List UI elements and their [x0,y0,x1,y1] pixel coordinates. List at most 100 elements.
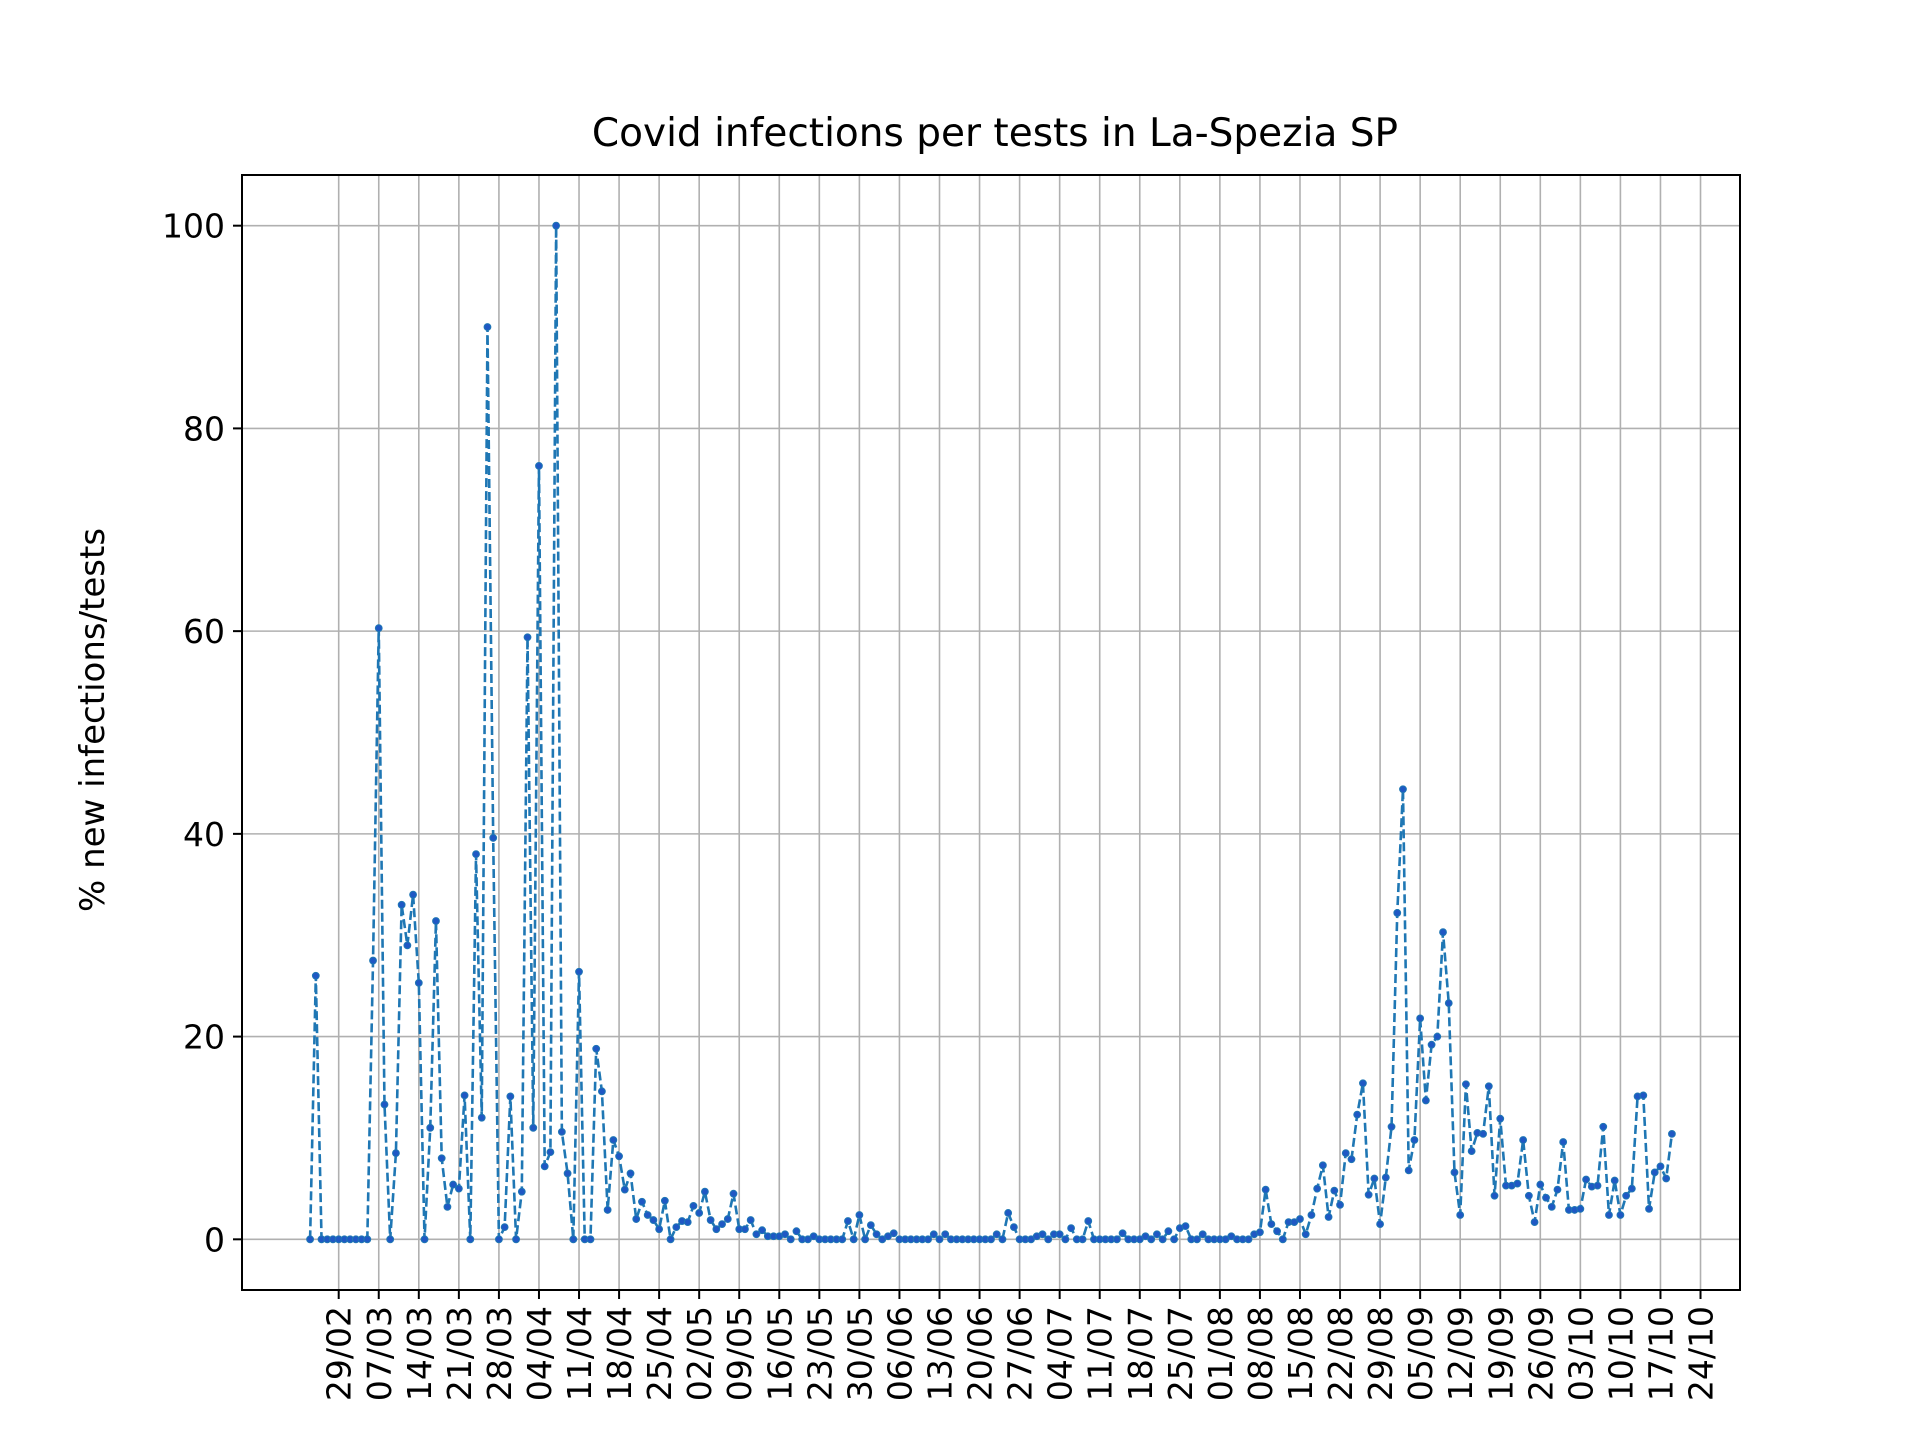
data-points [306,221,1676,1244]
data-point [1576,1205,1585,1213]
data-point [838,1235,847,1244]
data-point [689,1201,698,1210]
data-point [609,1136,618,1144]
data-point [1273,1227,1281,1236]
y-tick-label: 60 [183,612,225,651]
data-point [392,1149,400,1158]
data-point [477,1113,486,1122]
data-point [1536,1180,1545,1189]
plot-area-frame [241,174,1741,1291]
data-point [998,1235,1007,1244]
x-tick-label: 17/10 [1641,1306,1680,1401]
data-point [1267,1220,1276,1229]
data-point [1381,1173,1390,1182]
data-point [1668,1130,1676,1138]
data-point [1376,1220,1384,1229]
data-point [1313,1184,1322,1193]
data-point [1410,1136,1419,1144]
data-point [855,1211,864,1219]
data-point [1416,1014,1425,1023]
x-tick-label: 25/04 [640,1306,679,1401]
data-point [1599,1122,1608,1131]
data-point [666,1235,675,1244]
data-point [380,1100,389,1109]
data-point [1009,1223,1018,1232]
data-point [889,1229,898,1238]
data-point [620,1185,629,1194]
x-tick-label: 28/03 [480,1306,519,1401]
data-point [935,1235,944,1244]
data-point [1336,1200,1344,1209]
data-point [1324,1213,1333,1221]
data-point [472,850,480,859]
data-point [695,1209,704,1217]
data-point [409,890,417,899]
x-tick-label: 12/09 [1441,1306,1480,1401]
data-point [1593,1181,1602,1190]
data-point [1479,1130,1487,1138]
data-point [1456,1211,1465,1219]
data-point [460,1091,469,1100]
data-point [1347,1155,1356,1164]
data-point [1496,1114,1505,1123]
x-tick-label: 04/07 [1041,1306,1080,1401]
data-point [517,1187,526,1196]
data-point [1639,1091,1648,1100]
x-tick-label: 15/08 [1281,1306,1320,1401]
data-point [1181,1222,1190,1231]
series-line [308,224,1674,1241]
data-point [443,1202,452,1211]
data-point [1433,1032,1442,1041]
data-point [1118,1229,1127,1238]
data-point [1078,1235,1087,1244]
data-point [598,1087,606,1096]
data-point [1061,1235,1070,1244]
data-point [1359,1079,1367,1088]
data-point [1055,1230,1064,1239]
data-point [758,1226,767,1235]
data-point [466,1235,475,1244]
data-point [1353,1110,1362,1119]
data-point [311,971,320,980]
data-point [1067,1224,1076,1233]
x-tick-label: 20/06 [961,1306,1000,1401]
data-point [649,1216,658,1224]
data-point [1330,1186,1339,1195]
data-point [569,1235,578,1244]
x-tick-label: 18/07 [1121,1306,1160,1401]
data-point [432,917,440,925]
chart-title: Covid infections per tests in La-Spezia … [592,111,1398,156]
x-tick-label: 16/05 [760,1306,799,1401]
data-point [844,1217,852,1225]
data-point [306,1235,314,1244]
data-point [1318,1161,1327,1170]
data-point [1524,1191,1533,1200]
y-tick-label: 100 [162,207,225,246]
data-point [672,1223,681,1232]
x-tick-label: 08/08 [1241,1306,1280,1401]
data-point [1370,1174,1379,1183]
data-point [660,1196,669,1205]
data-point [992,1230,1001,1239]
x-tick-label: 22/08 [1321,1306,1360,1401]
data-point [489,834,498,842]
data-point [701,1187,709,1196]
data-point [1004,1209,1013,1217]
data-point [872,1230,881,1239]
x-tick-label: 13/06 [921,1306,960,1401]
x-tick-label: 01/08 [1201,1306,1240,1401]
data-point [1610,1176,1619,1185]
data-point [495,1235,503,1244]
data-point [500,1223,509,1232]
data-point [1542,1193,1550,1202]
data-point [540,1162,549,1171]
data-point [1484,1082,1493,1091]
y-tick-label: 20 [183,1018,225,1057]
data-point [426,1123,435,1132]
x-tick-label: 25/07 [1161,1306,1200,1401]
x-tick-label: 19/09 [1481,1306,1520,1401]
x-tick-label: 04/04 [520,1306,559,1401]
data-point [1153,1230,1161,1239]
